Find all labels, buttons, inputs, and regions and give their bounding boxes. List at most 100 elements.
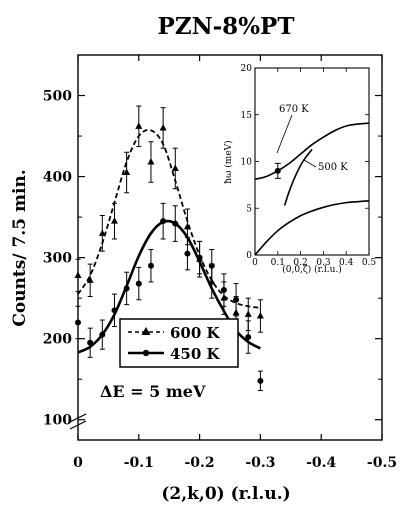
- inset-x-tick-label: 0.2: [293, 258, 307, 268]
- inset-y-tick-label: 20: [241, 64, 253, 74]
- point-600k: [86, 263, 94, 298]
- marker-circle: [147, 262, 154, 269]
- marker-triangle: [244, 310, 252, 317]
- inset-frame: [254, 67, 370, 256]
- x-tick-label: -0.4: [306, 455, 336, 471]
- marker-circle: [160, 218, 167, 225]
- point-600k: [98, 214, 106, 252]
- marker-circle: [257, 377, 264, 384]
- marker-triangle: [110, 217, 118, 224]
- inset-point: [274, 162, 281, 179]
- inset-arrow-500k: [303, 159, 317, 168]
- y-axis-label: Counts/ 7.5 min.: [10, 169, 30, 326]
- point-450k: [111, 293, 118, 328]
- inset-y-tick-label: 5: [246, 204, 252, 214]
- marker-circle: [245, 334, 252, 341]
- marker-circle: [196, 254, 203, 261]
- x-tick-label: -0.2: [185, 455, 215, 471]
- inset-ticks: 0 0.1 0.2 0.3 0.4 0.5 0 5 10 15 20: [241, 64, 377, 268]
- point-600k: [74, 258, 82, 293]
- point-600k: [159, 107, 167, 149]
- y-tick-label: 300: [43, 251, 72, 267]
- inset-y-tick-label: 10: [241, 158, 253, 168]
- inset-y-tick-label: 15: [241, 111, 253, 121]
- legend-label-600k: 600 K: [170, 324, 221, 342]
- marker-circle: [99, 331, 106, 338]
- point-600k: [135, 105, 143, 148]
- legend-box: [119, 318, 239, 368]
- inset-x-axis-label: (0,0,ζ) (r.l.u.): [282, 264, 342, 275]
- inset-label-670k: 670 K: [279, 104, 309, 115]
- point-450k: [184, 236, 191, 271]
- point-600k: [256, 299, 264, 333]
- point-450k: [99, 319, 106, 350]
- inset-arrow-670k: [276, 114, 293, 154]
- marker-circle: [233, 296, 240, 303]
- y-tick-label: 100: [43, 413, 72, 429]
- point-600k: [123, 151, 131, 194]
- point-600k: [110, 202, 118, 240]
- marker-triangle: [74, 271, 82, 278]
- point-450k: [160, 202, 167, 240]
- y-axis-break: [69, 413, 87, 430]
- point-450k: [257, 370, 264, 392]
- main-plot-frame: [77, 54, 383, 441]
- marker-circle: [208, 262, 215, 269]
- inset-x-tick-label: 0.4: [339, 258, 354, 268]
- x-tick-label: 0: [73, 455, 83, 471]
- marker-circle: [135, 280, 142, 287]
- x-tick-label: -0.1: [124, 455, 154, 471]
- point-450k: [172, 205, 179, 242]
- point-450k: [233, 283, 240, 317]
- marker-triangle: [123, 168, 131, 176]
- marker-triangle: [86, 276, 94, 283]
- legend-marker-triangle: [141, 327, 151, 335]
- marker-triangle: [159, 123, 167, 131]
- inset-y-axis-label: ħω (meV): [223, 140, 234, 183]
- energy-annotation: ΔE = 5 meV: [100, 382, 206, 401]
- marker-triangle: [171, 164, 179, 171]
- point-600k: [147, 141, 155, 183]
- chart-title: PZN-8%PT: [158, 13, 295, 40]
- marker-circle: [184, 250, 191, 257]
- legend-label-450k: 450 K: [170, 345, 221, 363]
- marker-circle: [123, 285, 130, 292]
- point-450k: [196, 240, 203, 275]
- inset-x-tick-label: 0.5: [362, 258, 377, 268]
- y-tick-label: 200: [43, 332, 72, 348]
- main-data-points: [74, 105, 264, 392]
- point-450k: [123, 271, 130, 306]
- inset-data-points: [274, 162, 281, 179]
- marker-triangle: [256, 311, 264, 319]
- marker-circle: [75, 319, 81, 326]
- x-axis-label: (2,k,0) (r.l.u.): [161, 484, 290, 504]
- point-450k: [87, 327, 94, 358]
- point-450k: [75, 305, 81, 340]
- point-450k: [147, 249, 154, 283]
- marker-triangle: [98, 229, 106, 236]
- inset-x-tick-label: 0.3: [316, 258, 331, 268]
- legend-marker-circle: [142, 349, 150, 357]
- inset-curves: [254, 122, 370, 256]
- legend: 600 K 450 K: [119, 318, 239, 368]
- marker-triangle: [135, 122, 143, 129]
- y-tick-label: 400: [43, 170, 72, 186]
- marker-circle: [220, 287, 227, 294]
- x-tick-label: -0.5: [367, 455, 397, 471]
- inset-y-tick-label: 0: [246, 251, 252, 261]
- legend-item-600k: 600 K: [128, 324, 221, 342]
- point-450k: [208, 249, 215, 283]
- inset-branch-500k: [283, 148, 313, 206]
- inset-branch-670k: [254, 122, 370, 181]
- point-450k: [135, 266, 142, 301]
- marker-circle: [111, 307, 118, 314]
- point-450k: [245, 320, 252, 354]
- legend-item-450k: 450 K: [128, 345, 221, 363]
- marker-circle: [172, 220, 179, 227]
- y-tick-label: 500: [43, 89, 72, 105]
- marker-circle: [87, 339, 94, 346]
- marker-triangle: [183, 222, 191, 230]
- inset-marker-circle: [274, 167, 281, 174]
